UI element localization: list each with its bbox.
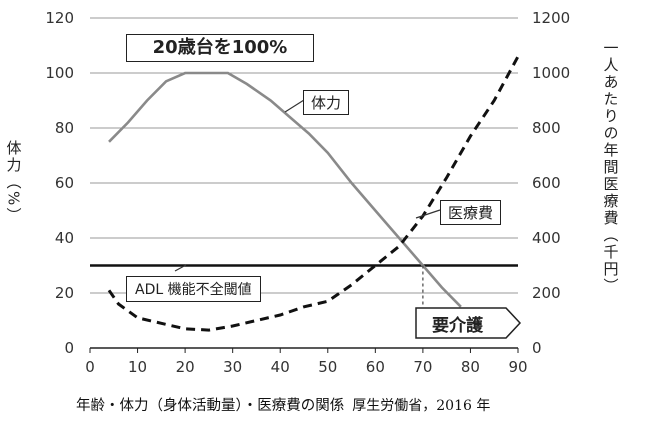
- y-right-tick-label: 800: [532, 119, 561, 137]
- fitness-label: 体力: [311, 94, 342, 112]
- y-left-axis-ticks: 0 20 40 60 80 100 120: [45, 9, 74, 357]
- y-right-axis-title: 一人あたりの年間医療費（千円）: [601, 40, 620, 295]
- x-tick-label: 30: [223, 358, 242, 376]
- y-left-axis-title: 体力（%）: [4, 140, 23, 225]
- y-right-tick-label: 1200: [532, 9, 570, 27]
- chart-title-box: 20歳台を100%: [126, 34, 314, 62]
- x-tick-label: 50: [318, 358, 337, 376]
- y-right-tick-label: 400: [532, 229, 561, 247]
- source-text: 厚生労働省，2016 年: [352, 398, 491, 414]
- medical-label: 医療費: [448, 204, 494, 222]
- y-right-tick-label: 600: [532, 174, 561, 192]
- x-tick-label: 80: [461, 358, 480, 376]
- y-left-tick-label: 100: [45, 64, 74, 82]
- chart-title: 20歳台を100%: [152, 37, 288, 58]
- medical-label-leader: [415, 209, 441, 219]
- y-left-tick-label: 0: [64, 339, 74, 357]
- y-left-tick-label: 120: [45, 9, 74, 27]
- x-tick-label: 70: [413, 358, 432, 376]
- x-tick-label: 60: [366, 358, 385, 376]
- adl-label-box: ADL 機能不全閾値: [126, 276, 261, 302]
- fitness-label-leader: [284, 99, 305, 113]
- y-right-tick-label: 0: [532, 339, 542, 357]
- medical-cost-series-line: [107, 55, 520, 332]
- y-left-tick-label: 20: [55, 284, 74, 302]
- medical-label-box: 医療費: [440, 200, 502, 225]
- y-right-tick-label: 1000: [532, 64, 570, 82]
- adl-label-leader: [174, 264, 187, 272]
- x-axis-ticks: 0 10 20 30 40 50 60 70 80 90: [85, 348, 528, 376]
- fitness-label-box: 体力: [303, 90, 350, 115]
- fitness-series-line: [108, 71, 462, 308]
- care-arrow-box: [415, 307, 522, 339]
- x-tick-label: 90: [508, 358, 527, 376]
- x-tick-label: 40: [271, 358, 290, 376]
- y-right-tick-label: 200: [532, 284, 561, 302]
- caption-text: 年齢・体力（身体活動量）・医療費の関係: [76, 398, 345, 414]
- care-label: 要介護: [432, 316, 483, 336]
- y-right-axis-ticks: 0 200 400 600 800 1000 1200: [532, 9, 570, 357]
- x-tick-label: 10: [128, 358, 147, 376]
- x-tick-label: 0: [85, 358, 95, 376]
- chart-caption: 年齢・体力（身体活動量）・医療費の関係 厚生労働省，2016 年: [76, 394, 490, 415]
- y-left-tick-label: 40: [55, 229, 74, 247]
- y-left-tick-label: 60: [55, 174, 74, 192]
- x-tick-label: 20: [176, 358, 195, 376]
- y-left-tick-label: 80: [55, 119, 74, 137]
- adl-label: ADL 機能不全閾値: [135, 282, 252, 298]
